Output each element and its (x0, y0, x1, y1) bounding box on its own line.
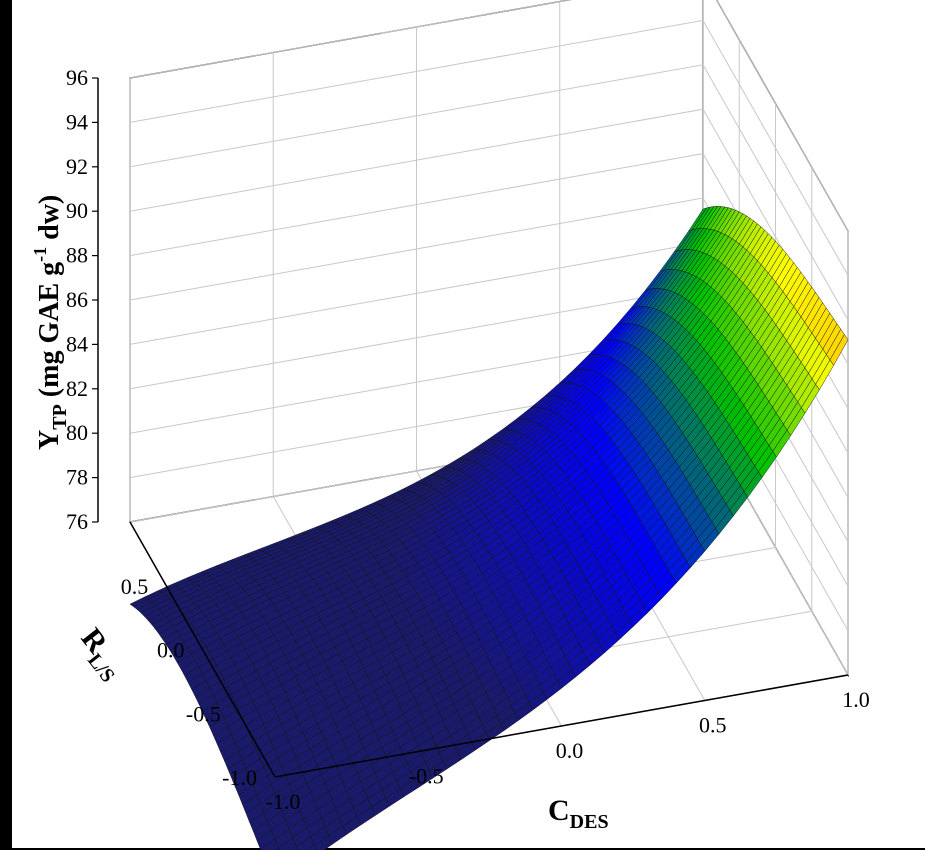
z-tick-label-0: 76 (66, 509, 88, 534)
z-tick-label-2: 80 (66, 420, 88, 445)
z-tick-label-4: 84 (66, 331, 88, 356)
z-axis-title: YTP (mg GAE g-1 dw) (30, 195, 71, 450)
z-axis-title-sup: -1 (30, 247, 50, 262)
z-tick-label-7: 90 (66, 198, 88, 223)
bottom-border (0, 848, 925, 850)
y-tick-label-3: 0.5 (121, 574, 149, 599)
grid-z-10 (129, 0, 849, 232)
x-axis-title-sub: DES (570, 811, 609, 833)
z-tick-label-3: 82 (66, 376, 88, 401)
z-axis-title-unit-pre: (mg GAE g (34, 262, 65, 404)
tick-labels: 76 78 80 82 84 86 88 90 92 94 96 -1.0 -0.5 0.0 0.5 1.0 -… (66, 65, 870, 814)
left-border (0, 0, 12, 850)
z-tick-label-10: 96 (66, 65, 88, 90)
surface-mesh (129, 206, 849, 850)
y-tick-label-1: -0.5 (186, 701, 221, 726)
x-tick-label-4: 1.0 (842, 687, 870, 712)
z-tick-label-5: 86 (66, 287, 88, 312)
x-tick-label-1: -0.5 (409, 764, 444, 789)
z-axis-title-unit-post: dw) (34, 195, 65, 247)
axes (92, 77, 849, 778)
x-tick-label-3: 0.5 (699, 713, 727, 738)
z-tick-label-1: 78 (66, 465, 88, 490)
x-axis-line (274, 674, 849, 778)
y-axis-line (129, 521, 276, 778)
x-tick-label-0: -1.0 (266, 789, 301, 814)
x-axis-title-main: C (548, 794, 570, 827)
z-tick-label-6: 88 (66, 243, 88, 268)
z-axis-title-main: Y (34, 430, 65, 450)
z-tick-label-8: 92 (66, 154, 88, 179)
z-axis-title-sub: TP (49, 404, 71, 430)
x-tick-label-2: 0.0 (556, 738, 584, 763)
z-tick-label-9: 94 (66, 109, 88, 134)
y-tick-label-0: -1.0 (222, 765, 257, 790)
y-axis-title: RL/S (70, 622, 133, 687)
y-tick-label-2: 0.0 (157, 638, 185, 663)
surface-cell-39-0 (829, 334, 849, 366)
x-axis-title: CDES (548, 794, 609, 833)
